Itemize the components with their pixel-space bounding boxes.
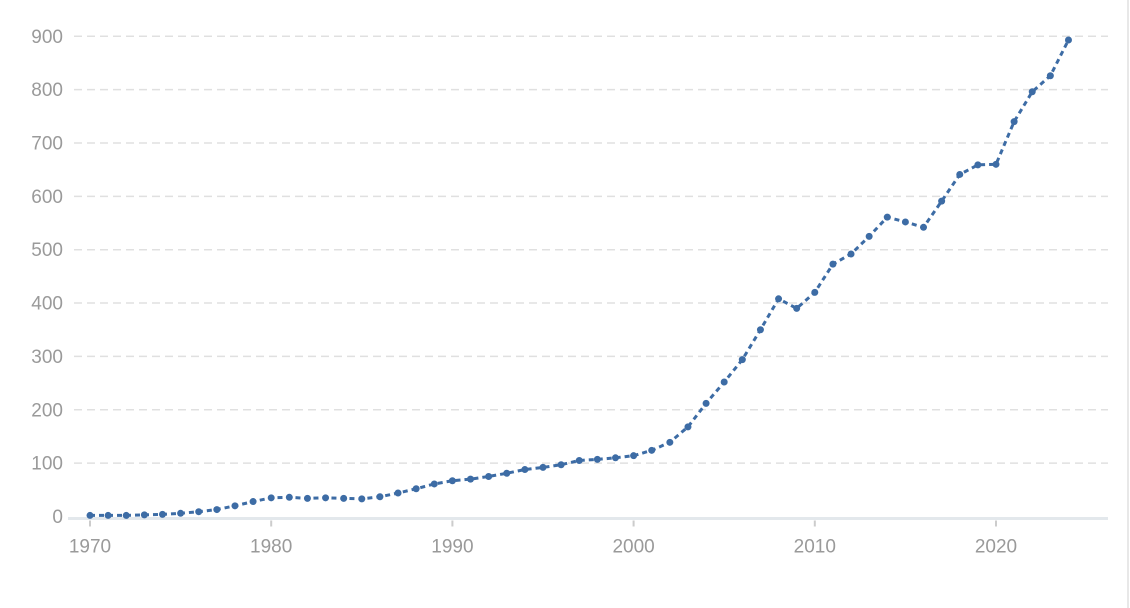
- data-point-marker: [140, 511, 148, 519]
- data-point-marker: [847, 250, 855, 258]
- data-point-marker: [938, 197, 946, 205]
- data-point-marker: [1064, 36, 1072, 44]
- data-point-marker: [467, 475, 475, 483]
- data-point-marker: [775, 295, 783, 303]
- data-point-marker: [521, 466, 529, 474]
- data-point-marker: [322, 494, 330, 502]
- y-axis-tick-label: 600: [31, 187, 63, 208]
- x-axis-tick-label: 2020: [975, 537, 1017, 558]
- data-point-marker: [412, 485, 420, 493]
- y-axis-tick-label: 400: [31, 294, 63, 315]
- y-axis-tick-label: 200: [31, 400, 63, 421]
- data-point-marker: [720, 378, 728, 386]
- y-axis-tick-label: 900: [31, 27, 63, 48]
- data-point-marker: [158, 510, 166, 518]
- y-axis-tick-label: 700: [31, 133, 63, 154]
- data-point-marker: [666, 438, 674, 446]
- x-axis-tick-label: 1990: [431, 537, 473, 558]
- x-axis-tick-label: 2010: [794, 537, 836, 558]
- data-point-marker: [1046, 72, 1054, 80]
- data-point-marker: [593, 455, 601, 463]
- data-point-marker: [974, 161, 982, 169]
- data-point-marker: [702, 399, 710, 407]
- data-point-marker: [1028, 88, 1036, 96]
- data-point-marker: [865, 232, 873, 240]
- y-axis-tick-label: 800: [31, 80, 63, 101]
- x-axis-tick-label: 1970: [69, 537, 111, 558]
- y-axis-tick-label: 300: [31, 347, 63, 368]
- data-point-marker: [448, 477, 456, 485]
- data-point-marker: [358, 495, 366, 503]
- data-point-marker: [177, 509, 185, 517]
- y-axis-tick-label: 500: [31, 240, 63, 261]
- data-point-marker: [575, 456, 583, 464]
- data-point-marker: [956, 170, 964, 178]
- data-point-marker: [883, 213, 891, 221]
- data-series-line: [90, 39, 1070, 517]
- data-point-marker: [122, 511, 130, 519]
- y-axis-tick-label: 100: [31, 454, 63, 475]
- data-point-marker: [539, 463, 547, 471]
- data-point-marker: [86, 511, 94, 519]
- data-point-marker: [394, 489, 402, 497]
- data-point-marker: [992, 160, 1000, 168]
- data-point-marker: [557, 461, 565, 469]
- data-point-marker: [303, 494, 311, 502]
- data-point-marker: [213, 506, 221, 514]
- data-point-marker: [738, 356, 746, 364]
- y-axis-tick-label: 0: [52, 507, 63, 528]
- data-point-marker: [901, 218, 909, 226]
- data-point-marker: [430, 480, 438, 488]
- data-point-marker: [104, 511, 112, 519]
- data-point-marker: [231, 502, 239, 510]
- data-point-marker: [485, 472, 493, 480]
- data-point-marker: [811, 288, 819, 296]
- x-axis-tick-label: 2000: [612, 537, 654, 558]
- data-point-marker: [920, 223, 928, 231]
- x-axis-tick-label: 1980: [250, 537, 292, 558]
- data-point-marker: [340, 494, 348, 502]
- data-point-marker: [756, 326, 764, 334]
- data-point-marker: [648, 446, 656, 454]
- data-point-marker: [1010, 118, 1018, 126]
- data-point-marker: [611, 454, 619, 462]
- data-point-marker: [195, 508, 203, 516]
- data-point-marker: [503, 469, 511, 477]
- data-point-marker: [793, 304, 801, 312]
- data-point-marker: [829, 260, 837, 268]
- data-point-marker: [267, 494, 275, 502]
- data-point-marker: [630, 452, 638, 460]
- data-point-marker: [249, 498, 257, 506]
- data-point-marker: [285, 493, 293, 501]
- data-point-marker: [376, 493, 384, 501]
- data-point-marker: [684, 423, 692, 431]
